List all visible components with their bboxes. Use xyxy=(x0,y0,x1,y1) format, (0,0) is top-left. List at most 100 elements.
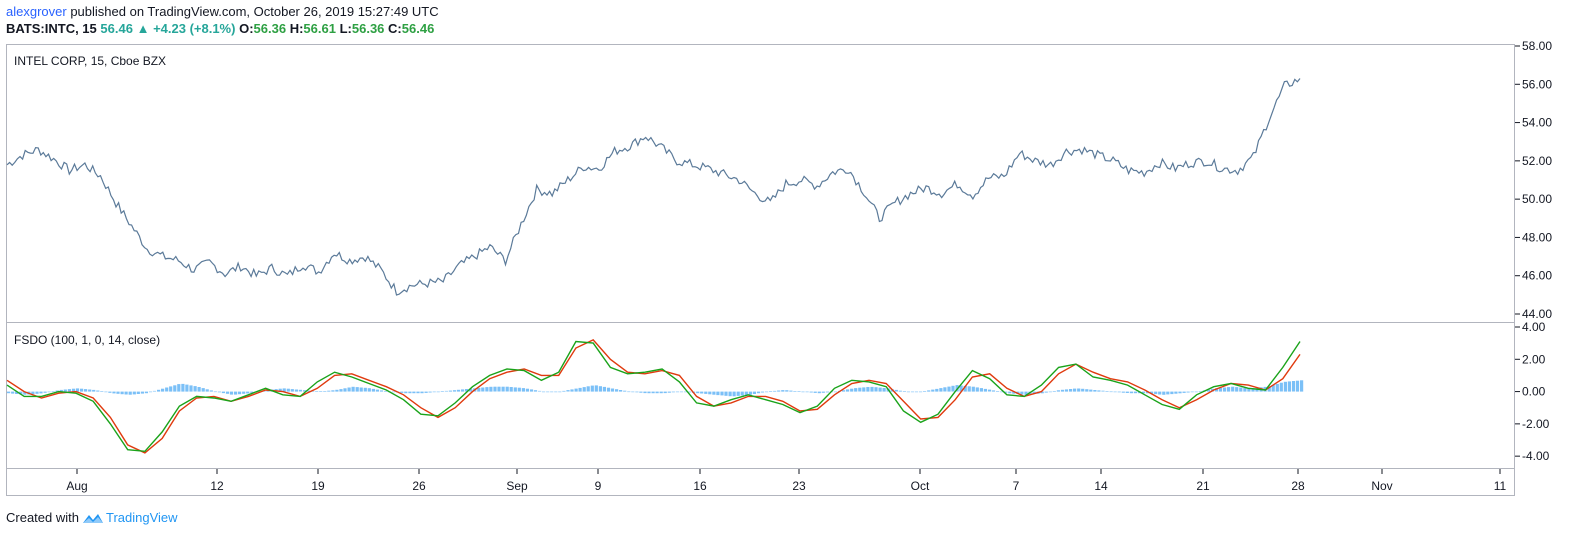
histogram-bar xyxy=(700,391,704,394)
price-change: +4.23 (+8.1%) xyxy=(153,21,236,36)
histogram-bar xyxy=(1073,388,1077,392)
histogram-bar xyxy=(489,386,493,392)
histogram-bar xyxy=(870,386,874,392)
histogram-bar xyxy=(854,388,858,392)
histogram-bar xyxy=(205,389,209,392)
histogram-bar xyxy=(696,391,700,394)
histogram-bar xyxy=(1271,385,1275,392)
price-tick-label: 58.00 xyxy=(1522,39,1552,53)
histogram-bar xyxy=(339,389,343,392)
histogram-bar xyxy=(11,391,15,394)
histogram-bar xyxy=(971,386,975,392)
histogram-bar xyxy=(671,391,675,393)
histogram-bar xyxy=(1085,389,1089,392)
histogram-bar xyxy=(448,390,452,392)
histogram-bar xyxy=(659,391,663,394)
histogram-bar xyxy=(517,387,521,392)
histogram-bar xyxy=(477,387,481,392)
histogram-bar xyxy=(1279,382,1283,392)
histogram-bar xyxy=(882,388,886,392)
time-tick-label: 19 xyxy=(311,479,325,493)
histogram-bar xyxy=(1069,389,1073,392)
histogram-bar xyxy=(529,389,534,392)
histogram-bar xyxy=(533,390,538,392)
histogram-bar xyxy=(221,391,225,394)
histogram-bar xyxy=(1093,390,1097,392)
histogram-bar xyxy=(765,391,769,393)
histogram-bar xyxy=(752,391,756,394)
histogram-bar xyxy=(140,391,144,394)
price-tick-label: 46.00 xyxy=(1522,269,1552,283)
tradingview-link[interactable]: TradingView xyxy=(82,510,178,526)
fsdo-tick-label: 2.00 xyxy=(1522,352,1546,366)
histogram-bar xyxy=(566,390,570,392)
histogram-bar xyxy=(104,391,108,393)
histogram-bar xyxy=(1227,387,1231,392)
time-tick-label: Sep xyxy=(506,479,528,493)
histogram-bar xyxy=(578,387,582,392)
histogram-bar xyxy=(525,388,529,392)
histogram-bar xyxy=(311,391,315,392)
histogram-bar xyxy=(444,390,448,392)
histogram-bar xyxy=(582,387,586,392)
fsdo-y-axis: 4.00 2.00 0.00 -2.00 -4.00 xyxy=(1515,320,1550,463)
histogram-bar xyxy=(805,391,809,393)
time-tick-label: Nov xyxy=(1371,479,1392,493)
fsdo-tick-label: 0.00 xyxy=(1522,385,1546,399)
histogram-bar xyxy=(246,391,250,394)
histogram-bar xyxy=(185,384,189,392)
histogram-bar xyxy=(250,391,254,393)
histogram-bar xyxy=(169,386,173,392)
histogram-bar xyxy=(732,391,736,397)
histogram-bar xyxy=(481,387,485,392)
histogram-bar xyxy=(1141,391,1146,394)
created-with-text: Created with xyxy=(6,510,79,525)
open-value: 56.36 xyxy=(253,21,287,36)
low-value: 56.36 xyxy=(351,21,385,36)
histogram-bar xyxy=(505,386,509,392)
symbol-label: BATS:INTC, 15 xyxy=(6,21,97,36)
histogram-bar xyxy=(716,391,720,396)
histogram-bar xyxy=(1194,391,1198,393)
histogram-bar xyxy=(756,391,761,394)
histogram-bar xyxy=(181,383,185,392)
histogram-bar xyxy=(359,387,363,392)
histogram-bar xyxy=(152,390,157,392)
histogram-bar xyxy=(1178,391,1182,394)
histogram-bar xyxy=(225,391,230,394)
histogram-bar xyxy=(1206,389,1210,392)
histogram-bar xyxy=(234,391,238,395)
histogram-bar xyxy=(201,388,205,392)
histogram-bar xyxy=(1000,391,1004,393)
price-y-axis: 58.00 56.00 54.00 52.00 50.00 48.00 46.00 44.00 xyxy=(1515,39,1552,321)
histogram-bar xyxy=(858,387,862,392)
histogram-bar xyxy=(404,391,408,394)
price-tick-label: 48.00 xyxy=(1522,230,1552,244)
price-tick-label: 56.00 xyxy=(1522,77,1552,91)
histogram-bar xyxy=(574,388,578,392)
histogram-bar xyxy=(47,391,51,393)
histogram-bar xyxy=(128,391,132,395)
high-label: H: xyxy=(289,21,304,36)
histogram-bar xyxy=(797,391,801,392)
time-tick-label: 23 xyxy=(792,479,806,493)
histogram-bar xyxy=(663,391,667,394)
time-axis-frame xyxy=(6,468,1515,496)
histogram-bar xyxy=(683,391,688,393)
author-link[interactable]: alexgrover xyxy=(6,4,67,19)
histogram-bar xyxy=(667,391,671,393)
histogram-bar xyxy=(384,391,388,392)
histogram-bar xyxy=(963,385,967,392)
histogram-bar xyxy=(943,387,947,392)
histogram-bar xyxy=(967,386,971,392)
histogram-bar xyxy=(371,388,375,392)
tradingview-logo-icon xyxy=(82,514,103,523)
histogram-bar xyxy=(136,391,140,394)
histogram-bar xyxy=(465,389,469,392)
histogram-bar xyxy=(801,391,805,393)
histogram-bar xyxy=(894,389,898,392)
high-value: 56.61 xyxy=(303,21,336,36)
time-tick-label: 14 xyxy=(1094,479,1108,493)
histogram-bar xyxy=(878,387,882,392)
